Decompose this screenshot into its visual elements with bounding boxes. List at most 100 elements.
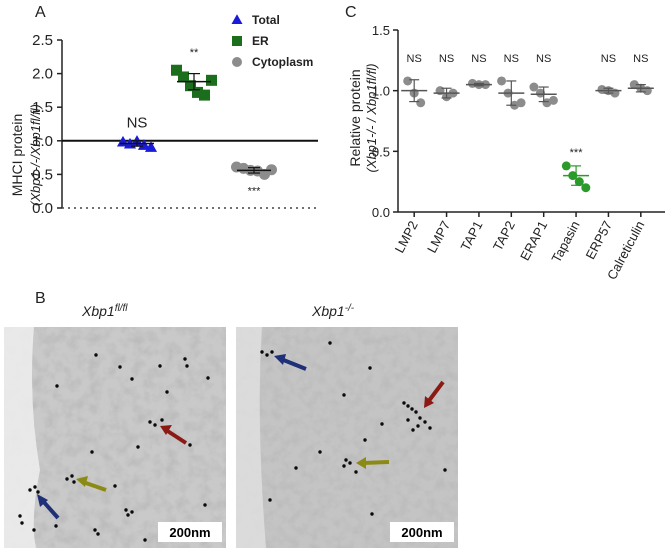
em-title-right-genotype: -/- [345, 303, 355, 314]
panel-c-significance: NS [439, 53, 454, 65]
panel-a-marks: NS***** [116, 47, 277, 197]
panel-c-xtick-label: TAP1 [458, 218, 486, 253]
gold-particle-left [20, 521, 24, 525]
panel-a-legend: Total ER Cytoplasm [231, 13, 313, 69]
panel-a-ylabel-sub: (Xbp1-/-/Xbp1fl/fl) [28, 104, 43, 206]
panel-label-c: C [345, 4, 357, 21]
em-image-left-texture [4, 327, 226, 548]
gold-particle-left [96, 532, 100, 536]
panel-a-point [266, 164, 277, 176]
gold-particle-right [270, 350, 274, 354]
gold-particle-left [32, 528, 36, 532]
panel-a-point [137, 139, 151, 150]
arrow-olive-right-head [356, 457, 366, 469]
panel-c-significance: *** [570, 147, 584, 159]
panel-a-legend-label: ER [252, 34, 269, 48]
gold-particle-right [410, 407, 414, 411]
arrow-blue-right-head [274, 354, 286, 365]
gold-particle-right [354, 470, 358, 474]
gold-particle-left [185, 364, 189, 368]
panel-a-axes: 0.0 0.5 1.0 1.5 2.0 2.5 [32, 32, 318, 217]
em-title-left-gene: Xbp1 [81, 303, 115, 319]
gold-particle-left [118, 365, 122, 369]
gold-particle-right [423, 420, 427, 424]
panel-a-ytick-label: 1.5 [32, 99, 53, 116]
panel-a-ylabel: MHCI protein [9, 114, 25, 196]
arrow-blue-left-head [37, 494, 48, 507]
gold-particle-right [268, 498, 272, 502]
panel-c-point [516, 98, 526, 108]
panel-c-significance: NS [536, 53, 551, 65]
panel-c-ytick-label: 0.0 [372, 205, 390, 220]
panel-a-ytick-label: 0.5 [32, 166, 53, 183]
scale-bar-left-label: 200nm [169, 525, 210, 540]
panel-c-ytick-label: 0.5 [372, 144, 390, 159]
panel-a-significance: NS [127, 114, 148, 131]
panel-c: C 0.0 0.5 1.0 1.5 LMP2 LMP7 TAP1 TAP2 ERAP1Tapas… [345, 4, 665, 282]
gold-particle-left [94, 353, 98, 357]
panel-a-ytick-label: 1.0 [32, 133, 53, 150]
gold-particle-right [294, 466, 298, 470]
em-image-left: 200nm [4, 327, 226, 548]
gold-particle-left [153, 423, 157, 427]
arrow-blue-left-shaft [40, 498, 60, 520]
scale-bar-right-box [390, 522, 454, 542]
panel-a-point [192, 86, 203, 98]
panel-c-xtick-label: Tapasin [548, 218, 582, 265]
em-title-left-genotype: fl/fl [115, 303, 129, 314]
gold-particle-right [414, 410, 418, 414]
gold-particle-right [418, 416, 422, 420]
arrow-red-left-head [160, 425, 172, 435]
gold-particle-right [368, 366, 372, 370]
panel-c-point [581, 183, 591, 193]
gold-particle-right [363, 438, 367, 442]
panel-c-point [416, 98, 426, 108]
panel-a-legend-label: Total [252, 13, 280, 27]
gold-particle-left [18, 514, 22, 518]
panel-c-xtick-label: LMP7 [424, 218, 453, 255]
panel-a-point [171, 64, 182, 76]
gold-particle-right [402, 401, 406, 405]
gold-particle-right [380, 422, 384, 426]
gold-particles-right [260, 341, 447, 516]
arrow-blue-right-shaft [280, 357, 307, 371]
arrow-blue-left [37, 494, 60, 520]
panel-c-point [529, 82, 539, 92]
gold-particle-left [160, 418, 164, 422]
gold-particle-left [33, 485, 37, 489]
gold-particle-left [206, 376, 210, 380]
panel-c-ylabel-sub: (Xbp1-/- / Xbp1fl/fl) [364, 63, 379, 172]
panel-b: B Xbp1fl/fl Xbp1-/- 200nm [4, 290, 458, 548]
panel-c-point [574, 177, 584, 187]
gold-particle-right [443, 468, 447, 472]
panel-a-legend-marker [231, 14, 243, 24]
panel-a-point [199, 89, 210, 101]
em-title-left: Xbp1fl/fl [81, 303, 128, 319]
panel-c-ytick-label: 1.0 [372, 84, 390, 99]
panel-c-xtick-label: ERAP1 [517, 218, 550, 263]
panel-label-b: B [35, 290, 46, 307]
gold-particle-right [260, 350, 264, 354]
panel-a: A 0.00.51.01.52.02.5 NS***** MHCI protei… [9, 4, 318, 217]
em-image-left-membrane-edge [4, 327, 40, 548]
arrow-red-left [160, 425, 188, 445]
arrow-olive-left-shaft [82, 480, 107, 492]
gold-particle-right [344, 458, 348, 462]
panel-c-significance: NS [633, 53, 648, 65]
gold-particle-right [342, 393, 346, 397]
gold-particle-left [124, 508, 128, 512]
panel-c-ytick-label: 1.5 [372, 23, 390, 38]
panel-c-point [403, 76, 413, 86]
arrow-red-right-head [424, 396, 434, 408]
panel-c-xtick-label: LMP2 [392, 218, 421, 255]
em-title-right-gene: Xbp1 [311, 303, 345, 319]
panel-c-point [548, 95, 558, 105]
panel-a-point [206, 74, 217, 86]
gold-particle-left [54, 524, 58, 528]
gold-particle-left [165, 390, 169, 394]
arrow-red-right [424, 380, 445, 408]
panel-a-legend-marker [232, 36, 242, 46]
gold-particle-right [370, 512, 374, 516]
scale-bar-right-label: 200nm [401, 525, 442, 540]
